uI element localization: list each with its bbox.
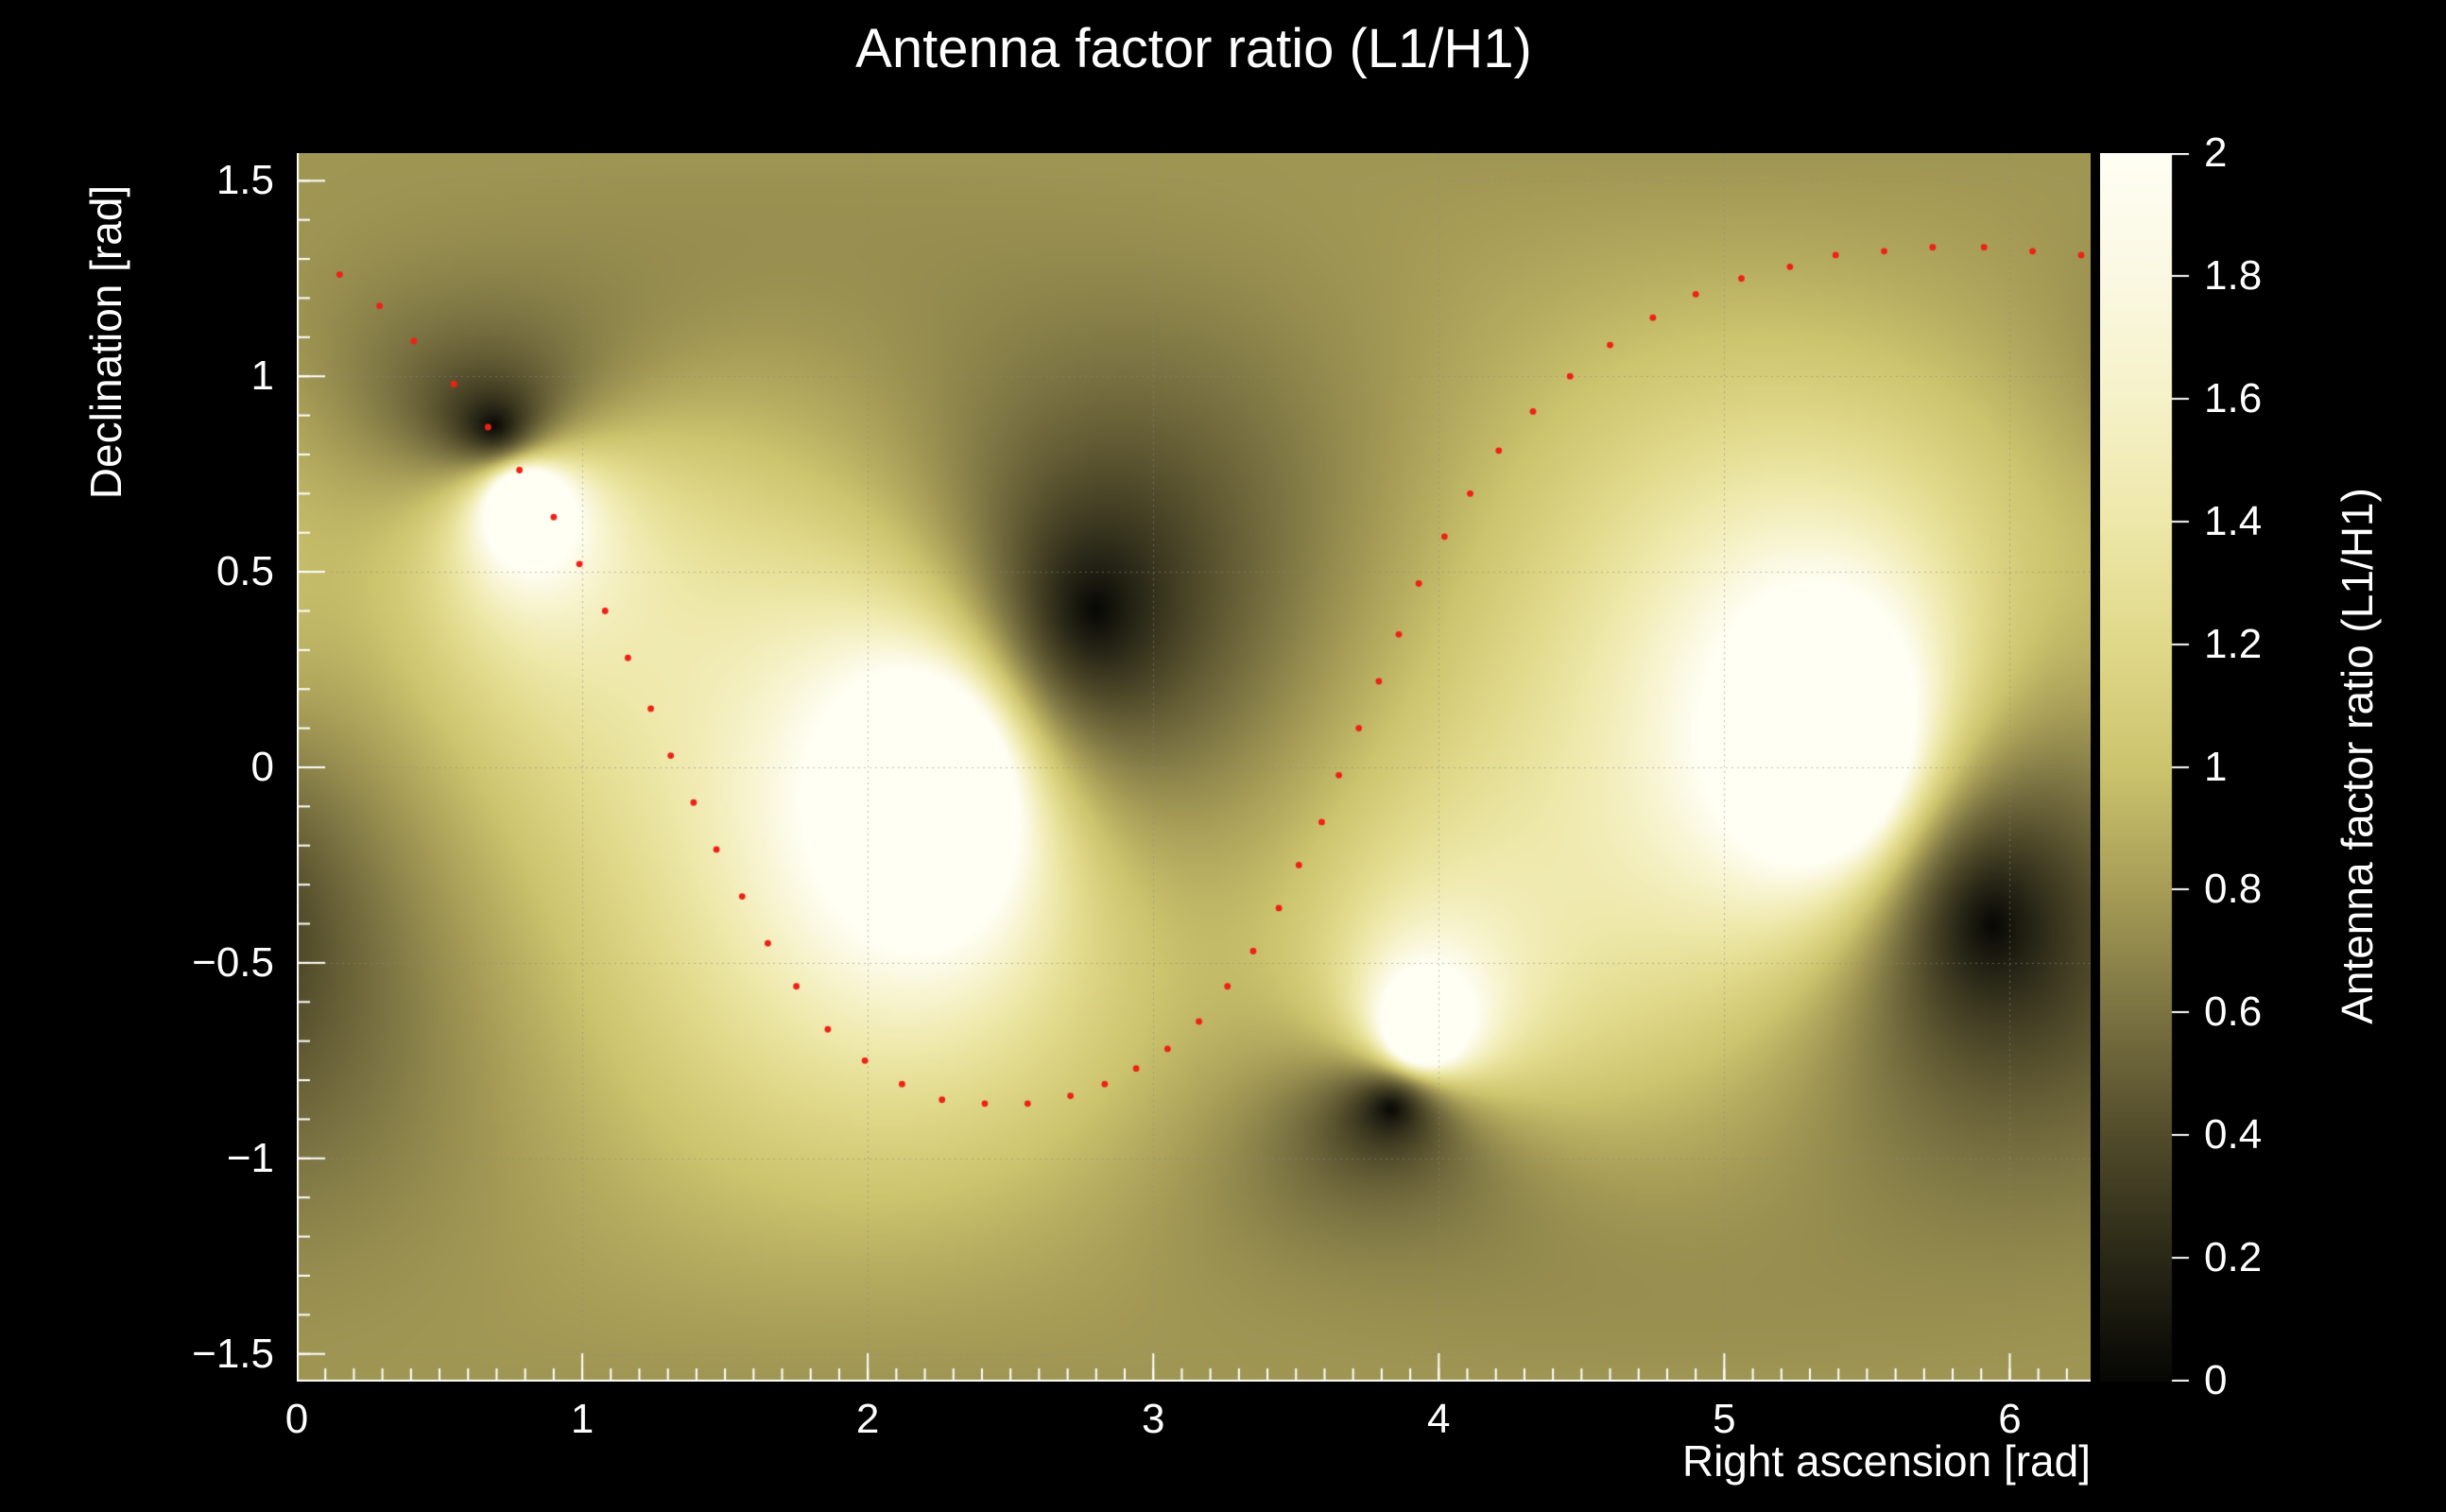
colorbar-title: Antenna factor ratio (L1/H1) <box>2333 488 2382 1024</box>
y-tick-label: 1 <box>250 352 274 400</box>
x-tick-label: 3 <box>1141 1396 1165 1442</box>
x-tick-label: 5 <box>1713 1396 1736 1442</box>
y-axis-title: Declination [rad] <box>81 184 130 500</box>
x-tick-label: 4 <box>1427 1396 1451 1442</box>
y-tick-label: 1.5 <box>215 157 274 204</box>
colorbar-tick-label: 1.6 <box>2204 374 2263 421</box>
chart-title: Antenna factor ratio (L1/H1) <box>855 18 1532 79</box>
colorbar-tick-label: 1 <box>2204 743 2228 790</box>
y-tick-label: −0.5 <box>192 938 274 986</box>
colorbar-tick-label: 0.2 <box>2204 1234 2263 1281</box>
heatmap-plot <box>297 153 2091 1382</box>
x-tick-label: 2 <box>855 1396 880 1442</box>
y-tick-label: −1 <box>226 1134 274 1181</box>
y-tick-label: 0.5 <box>215 548 274 595</box>
x-axis-title: Right ascension [rad] <box>1681 1436 2091 1486</box>
colorbar-tick-label: 2 <box>2204 129 2228 176</box>
x-tick-label: 0 <box>284 1396 309 1442</box>
x-tick-label: 1 <box>570 1396 594 1442</box>
colorbar-gradient <box>2100 153 2195 1382</box>
colorbar-tick-label: 1.4 <box>2204 497 2263 544</box>
colorbar-tick-label: 0 <box>2204 1357 2228 1403</box>
colorbar-tick-label: 0.4 <box>2204 1111 2263 1159</box>
colorbar-tick-label: 0.6 <box>2204 988 2263 1036</box>
x-tick-label: 6 <box>1998 1396 2022 1442</box>
colorbar-tick-label: 0.8 <box>2204 866 2263 913</box>
colorbar-tick-label: 1.8 <box>2204 251 2263 299</box>
y-tick-label: 0 <box>250 744 274 790</box>
y-tick-label: −1.5 <box>192 1330 274 1377</box>
colorbar-tick-label: 1.2 <box>2204 620 2263 667</box>
